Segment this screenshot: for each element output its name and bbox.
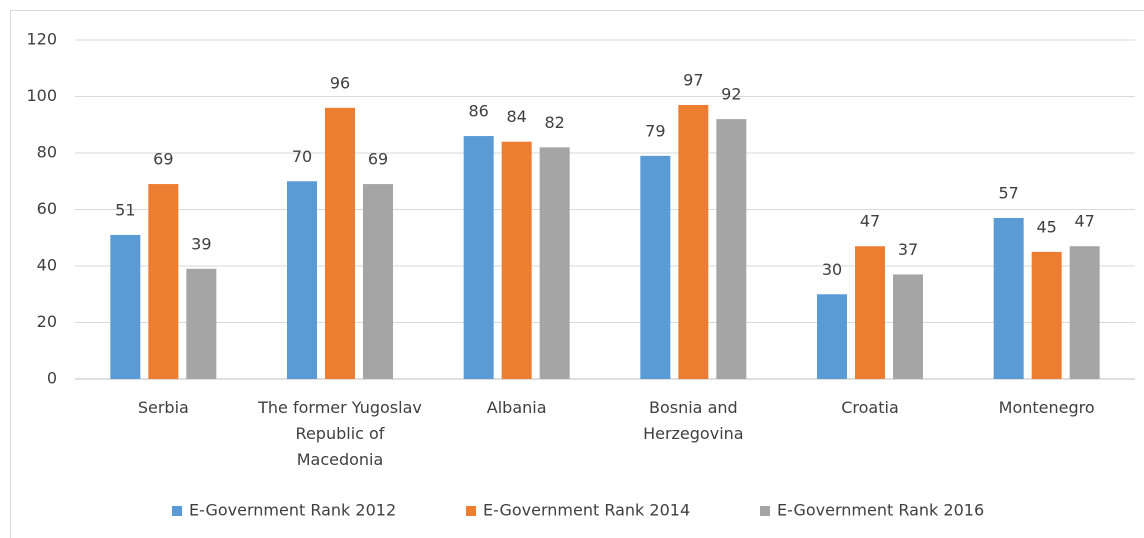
legend-label: E-Government Rank 2012: [189, 501, 396, 520]
bar: [463, 136, 494, 379]
data-label: 39: [191, 234, 211, 253]
x-tick-label: Montenegro: [998, 398, 1095, 417]
x-tick-label: Bosnia and Herzegovina: [643, 398, 744, 443]
data-label: 96: [330, 73, 350, 92]
x-tick-label: The former Yugoslav Republic of Macedoni…: [258, 398, 422, 469]
data-label: 45: [1036, 217, 1056, 236]
legend-swatch: [466, 506, 476, 516]
data-label: 86: [468, 102, 488, 121]
bar: [148, 184, 179, 379]
x-tick-label: Albania: [486, 398, 547, 417]
legend-label: E-Government Rank 2016: [777, 501, 984, 520]
y-tick-label: 40: [37, 256, 57, 275]
bar: [287, 181, 317, 379]
x-tick-label: Croatia: [841, 398, 899, 417]
legend-swatch: [172, 506, 182, 516]
x-tick-label-box: Serbia: [137, 398, 189, 417]
x-tick-label: Serbia: [137, 398, 189, 417]
data-label: 69: [153, 150, 173, 169]
data-label: 70: [292, 147, 312, 166]
bar: [110, 234, 141, 379]
bar: [716, 119, 747, 379]
bar: [855, 246, 885, 379]
bar: [539, 147, 570, 379]
bar: [678, 104, 709, 379]
x-tick-label-box: Albania: [486, 398, 547, 417]
data-label: 47: [860, 212, 880, 231]
bar: [363, 184, 393, 379]
data-label: 47: [1074, 212, 1094, 231]
bar: [893, 274, 923, 379]
bar: [186, 268, 217, 379]
data-label: 69: [368, 150, 388, 169]
bar: [640, 155, 671, 379]
x-tick-label-box: Montenegro: [998, 398, 1095, 417]
bar: [993, 217, 1024, 379]
y-tick-label: 0: [47, 369, 57, 388]
bar: [1031, 251, 1062, 379]
bar: [817, 294, 847, 379]
x-tick-label-box: Bosnia and Herzegovina: [643, 398, 744, 443]
y-tick-label: 100: [26, 86, 57, 105]
x-tick-label-box: The former Yugoslav Republic of Macedoni…: [258, 398, 422, 469]
data-label: 82: [544, 113, 564, 132]
legend-label: E-Government Rank 2014: [483, 501, 690, 520]
data-label: 84: [506, 107, 526, 126]
y-tick-label: 60: [37, 199, 57, 218]
y-tick-label: 20: [37, 312, 57, 331]
data-label: 37: [898, 240, 918, 259]
data-label: 97: [683, 70, 703, 89]
bar: [1069, 246, 1100, 379]
data-label: 92: [721, 85, 741, 104]
bar: [325, 107, 355, 380]
y-tick-label: 80: [37, 143, 57, 162]
x-tick-label-box: Croatia: [841, 398, 899, 417]
y-tick-label: 120: [26, 30, 57, 49]
bar: [501, 141, 532, 379]
data-label: 79: [645, 121, 665, 140]
data-label: 30: [822, 260, 842, 279]
data-label: 57: [998, 183, 1018, 202]
legend-swatch: [760, 506, 770, 516]
data-label: 51: [115, 200, 135, 219]
